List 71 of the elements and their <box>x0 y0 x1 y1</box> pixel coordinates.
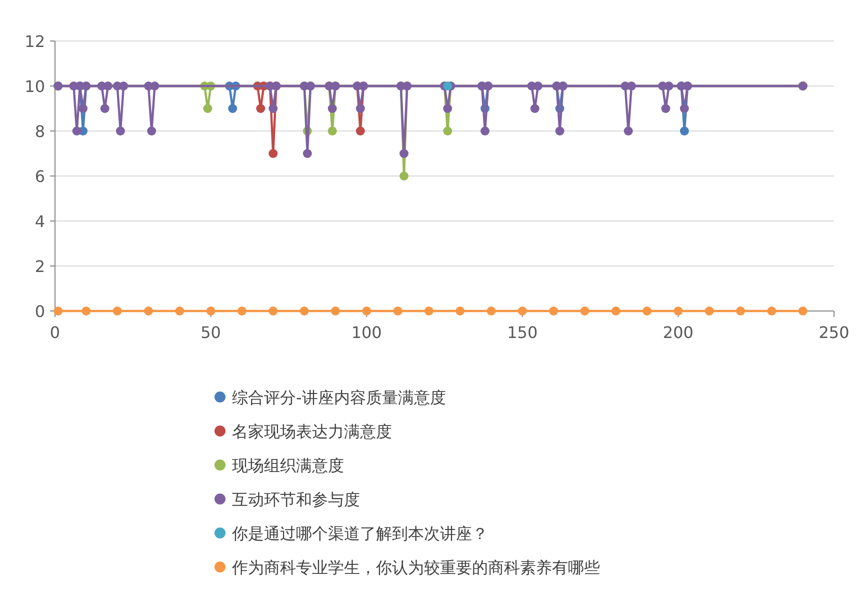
point <box>256 104 266 113</box>
point <box>443 104 452 113</box>
point <box>456 306 465 316</box>
point <box>356 126 365 136</box>
point <box>328 126 337 136</box>
point <box>549 306 558 316</box>
y-tick-label: 10 <box>24 77 45 96</box>
y-tick-label: 6 <box>34 167 45 186</box>
point <box>175 306 184 316</box>
point <box>328 104 337 113</box>
point <box>203 104 212 113</box>
point <box>112 306 122 316</box>
y-tick-label: 8 <box>34 122 45 141</box>
point <box>480 126 490 136</box>
point <box>100 104 110 113</box>
point <box>228 104 238 113</box>
point <box>302 149 312 158</box>
point <box>300 306 309 316</box>
point <box>680 126 689 136</box>
point <box>555 126 564 136</box>
legend-label: 名家现场表达力满意度 <box>232 422 392 441</box>
legend-label: 综合评分-讲座内容质量满意度 <box>232 388 446 407</box>
legend-label: 现场组织满意度 <box>232 456 344 475</box>
x-tick-label: 0 <box>50 323 60 342</box>
point <box>443 82 452 90</box>
y-tick-label: 4 <box>34 212 45 231</box>
point <box>674 306 683 316</box>
legend-label: 你是通过哪个渠道了解到本次讲座？ <box>231 524 488 543</box>
point <box>736 306 746 316</box>
point <box>147 126 156 136</box>
x-tick-label: 150 <box>507 323 538 342</box>
point <box>78 104 88 113</box>
legend-label: 互动环节和参与度 <box>232 490 360 509</box>
point <box>393 306 402 316</box>
point <box>119 82 128 90</box>
point <box>237 306 246 316</box>
point <box>330 306 340 316</box>
point <box>624 126 633 136</box>
point <box>424 306 434 316</box>
point <box>704 306 714 316</box>
point <box>530 104 540 113</box>
legend-label: 作为商科专业学生，你认为较重要的商科素养有哪些 <box>231 558 600 577</box>
point <box>356 104 365 113</box>
point <box>268 149 278 158</box>
point <box>486 306 496 316</box>
point <box>206 306 216 316</box>
point <box>798 306 808 316</box>
y-tick-label: 0 <box>34 302 45 321</box>
point <box>580 306 590 316</box>
x-tick-label: 100 <box>351 323 382 342</box>
point <box>399 172 408 180</box>
point <box>362 306 372 316</box>
point <box>268 104 278 113</box>
y-tick-label: 2 <box>34 257 45 276</box>
point <box>611 306 620 316</box>
point <box>72 126 82 136</box>
point <box>144 306 153 316</box>
point <box>82 306 91 316</box>
y-tick-label: 12 <box>24 32 45 51</box>
point <box>399 149 408 158</box>
x-tick-label: 50 <box>200 323 221 342</box>
x-tick-label: 200 <box>662 323 694 342</box>
point <box>642 306 652 316</box>
point <box>661 104 670 113</box>
point <box>518 306 527 316</box>
point <box>443 126 452 136</box>
point <box>116 126 125 136</box>
point <box>680 104 689 113</box>
point <box>767 306 776 316</box>
point <box>268 306 278 316</box>
x-tick-label: 250 <box>818 323 850 342</box>
